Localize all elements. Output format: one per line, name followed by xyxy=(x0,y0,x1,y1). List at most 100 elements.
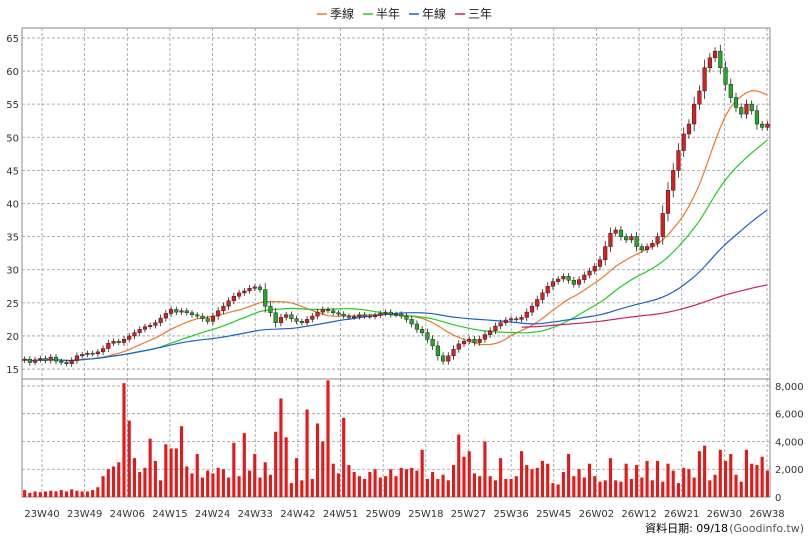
volume-bar xyxy=(478,476,482,497)
candle-body xyxy=(336,312,341,315)
moving-average-lines xyxy=(24,90,768,362)
volume-bar xyxy=(729,453,733,497)
candle-body xyxy=(210,315,216,322)
candle-body xyxy=(545,286,550,294)
candle-body xyxy=(346,315,352,318)
volume-bar xyxy=(415,470,419,497)
volume-bar xyxy=(425,478,429,497)
candle-body xyxy=(289,314,294,319)
volume-bar xyxy=(169,448,173,497)
candle-body xyxy=(529,305,535,313)
volume-bar xyxy=(85,491,89,497)
candle-body xyxy=(723,67,728,85)
volume-bar xyxy=(765,470,769,497)
candle-body xyxy=(597,259,603,267)
volume-bar xyxy=(279,398,283,497)
x-tick-label: 25W09 xyxy=(366,509,401,520)
volume-bar xyxy=(106,469,110,497)
candle-body xyxy=(733,97,739,108)
candle-body xyxy=(357,314,362,317)
volume-bar xyxy=(446,480,450,497)
candle-body xyxy=(660,213,665,237)
candle-body xyxy=(325,309,331,312)
candle-body xyxy=(221,305,226,312)
volume-bar xyxy=(635,465,639,497)
volume-bar xyxy=(441,474,445,497)
volume-bar xyxy=(96,487,100,497)
candle-body xyxy=(372,315,378,317)
candle-body xyxy=(226,300,231,307)
candle-body xyxy=(629,236,634,241)
candle-body xyxy=(284,314,289,318)
volume-tick-label: 2,000 xyxy=(775,465,804,476)
volume-bar xyxy=(363,478,367,497)
volume-bar xyxy=(195,453,199,497)
volume-bar xyxy=(33,491,37,497)
candle-body xyxy=(425,332,430,340)
volume-bar xyxy=(556,484,560,497)
candle-body xyxy=(195,314,200,317)
volume-tick-label: 8,000 xyxy=(775,382,804,393)
candle-body xyxy=(294,318,299,322)
candle-body xyxy=(556,278,561,282)
price-tick-label: 65 xyxy=(6,34,19,45)
volume-bar xyxy=(200,477,205,497)
volume-bar xyxy=(718,449,722,497)
candle-body xyxy=(331,310,336,314)
x-tick-label: 25W36 xyxy=(493,509,528,520)
ma-line-1 xyxy=(24,90,768,362)
volume-bar xyxy=(608,458,613,497)
volume-bar xyxy=(593,476,597,497)
volume-grid: 0 2,000 4,000 6,000 8,000 23W40 23W49 24W06 24W1… xyxy=(21,378,804,520)
volume-bar xyxy=(132,458,137,497)
candle-body xyxy=(268,305,273,314)
candle-body xyxy=(498,322,503,327)
candle-body xyxy=(27,358,32,363)
volume-bar xyxy=(572,476,576,497)
volume-bar xyxy=(383,476,388,497)
volume-tick-label: 4,000 xyxy=(775,437,804,448)
volume-bar xyxy=(504,478,508,497)
candle-body xyxy=(718,50,723,68)
volume-bar xyxy=(436,478,440,497)
volume-bar xyxy=(457,434,461,497)
candle-body xyxy=(163,313,168,319)
volume-bar xyxy=(101,476,105,497)
volume-bar xyxy=(703,445,707,497)
volume-bar xyxy=(49,490,53,497)
candle-body xyxy=(477,339,482,343)
volume-bar xyxy=(211,473,215,497)
candle-body xyxy=(315,311,320,317)
x-tick-label: 25W27 xyxy=(451,509,486,520)
volume-bar xyxy=(546,463,550,497)
x-tick-label: 24W33 xyxy=(238,509,273,520)
candle-body xyxy=(592,266,597,272)
volume-bar xyxy=(75,490,79,497)
candle-body xyxy=(650,242,655,247)
candle-body xyxy=(85,352,90,355)
volume-bar xyxy=(650,480,654,497)
candle-body xyxy=(32,359,38,363)
volume-bar xyxy=(347,465,351,497)
volume-bar xyxy=(164,444,168,497)
volume-bar xyxy=(242,433,246,497)
volume-bar xyxy=(619,481,623,497)
volume-bar xyxy=(143,467,147,497)
candle-body xyxy=(566,276,571,281)
volume-bar xyxy=(734,474,738,497)
volume-bar xyxy=(23,490,27,497)
candle-body xyxy=(467,339,472,342)
candle-body xyxy=(168,309,174,314)
candle-body xyxy=(205,318,210,322)
candle-body xyxy=(137,329,142,333)
volume-bar xyxy=(697,451,701,497)
volume-bar xyxy=(755,465,759,497)
volume-bar xyxy=(153,460,157,497)
volume-bar xyxy=(263,462,267,497)
x-tick-label: 24W24 xyxy=(195,509,230,520)
candle-body xyxy=(514,318,519,320)
volume-bar xyxy=(179,426,184,497)
volume-bar xyxy=(64,491,69,497)
volume-bar xyxy=(185,466,189,497)
volume-bar xyxy=(535,467,539,497)
